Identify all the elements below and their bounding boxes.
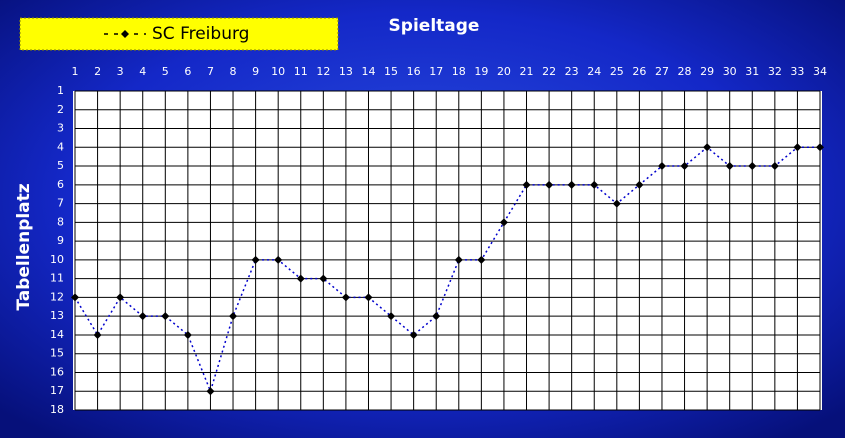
y-tick-label: 18 [50, 403, 64, 416]
x-tick-label: 17 [429, 65, 443, 78]
x-tick-label: 31 [745, 65, 759, 78]
x-tick-label: 16 [407, 65, 421, 78]
legend-box [19, 17, 339, 51]
x-tick-label: 9 [252, 65, 259, 78]
data-point [522, 180, 531, 189]
y-tick-label: 11 [50, 272, 64, 285]
y-tick-label: 10 [50, 253, 64, 266]
x-tick-label: 6 [184, 65, 191, 78]
x-tick-label: 20 [497, 65, 511, 78]
y-tick-label: 15 [50, 347, 64, 360]
x-tick-label: 3 [117, 65, 124, 78]
x-tick-label: 25 [610, 65, 624, 78]
x-tick-label: 19 [474, 65, 488, 78]
data-point [229, 312, 238, 321]
data-point [341, 293, 350, 302]
data-point [93, 330, 102, 339]
x-tick-label: 22 [542, 65, 556, 78]
x-tick-label: 7 [207, 65, 214, 78]
x-tick-label: 5 [162, 65, 169, 78]
data-point [725, 162, 734, 171]
y-tick-label: 7 [57, 197, 64, 210]
data-point [770, 162, 779, 171]
data-point [680, 162, 689, 171]
y-tick-label: 1 [57, 84, 64, 97]
x-tick-label: 18 [452, 65, 466, 78]
data-point [387, 312, 396, 321]
x-tick-label: 13 [339, 65, 353, 78]
y-tick-label: 17 [50, 384, 64, 397]
x-tick-label: 14 [361, 65, 375, 78]
data-line [74, 146, 820, 394]
x-tick-label: 29 [700, 65, 714, 78]
y-tick-label: 4 [57, 140, 64, 153]
x-tick-label: 34 [813, 65, 827, 78]
data-point [612, 199, 621, 208]
x-tick-label: 32 [768, 65, 782, 78]
data-point [296, 274, 305, 283]
data-point [657, 162, 666, 171]
x-tick-label: 4 [139, 65, 146, 78]
data-point [635, 180, 644, 189]
y-tick-label: 13 [50, 309, 64, 322]
data-point [206, 387, 215, 396]
data-point [567, 180, 576, 189]
x-tick-label: 21 [520, 65, 534, 78]
x-tick-label: 8 [230, 65, 237, 78]
y-tick-label: 9 [57, 234, 64, 247]
data-point [138, 312, 147, 321]
data-point [319, 274, 328, 283]
data-point [364, 293, 373, 302]
y-tick-label: 3 [57, 122, 64, 135]
x-tick-label: 11 [294, 65, 308, 78]
y-tick-label: 5 [57, 159, 64, 172]
data-point [499, 218, 508, 227]
data-point [274, 255, 283, 264]
data-point [816, 143, 824, 152]
y-tick-label: 16 [50, 365, 64, 378]
y-tick-label: 8 [57, 215, 64, 228]
data-point [183, 330, 192, 339]
legend-label: SC Freiburg [152, 24, 249, 44]
x-tick-label: 10 [271, 65, 285, 78]
y-tick-label: 12 [50, 290, 64, 303]
data-point [454, 255, 463, 264]
y-tick-label: 6 [57, 178, 64, 191]
data-point [161, 312, 170, 321]
x-tick-label: 2 [94, 65, 101, 78]
x-tick-label: 26 [632, 65, 646, 78]
data-point [703, 143, 712, 152]
x-tick-label: 15 [384, 65, 398, 78]
data-point [748, 162, 757, 171]
data-point [409, 330, 418, 339]
data-point [590, 180, 599, 189]
x-tick-label: 1 [72, 65, 79, 78]
data-point [793, 143, 802, 152]
x-tick-label: 24 [587, 65, 601, 78]
x-tick-label: 12 [316, 65, 330, 78]
data-point [116, 293, 125, 302]
data-point [432, 312, 441, 321]
y-axis-label: Tabellenplatz [14, 183, 34, 310]
data-point [477, 255, 486, 264]
x-tick-label: 30 [723, 65, 737, 78]
data-point [545, 180, 554, 189]
data-point [251, 255, 260, 264]
legend-marker [121, 30, 129, 38]
y-tick-label: 2 [57, 103, 64, 116]
x-tick-label: 33 [790, 65, 804, 78]
x-tick-label: 23 [565, 65, 579, 78]
y-tick-label: 14 [50, 328, 64, 341]
x-tick-label: 28 [678, 65, 692, 78]
plot-area [73, 91, 822, 410]
x-tick-label: 27 [655, 65, 669, 78]
chart-title: Spieltage [389, 16, 480, 36]
data-point [71, 293, 79, 302]
